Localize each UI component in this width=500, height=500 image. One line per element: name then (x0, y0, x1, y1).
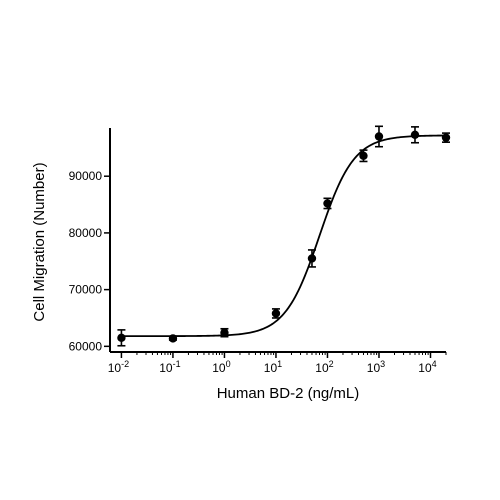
y-tick-label: 80000 (69, 226, 103, 240)
x-tick-label: 100 (212, 359, 230, 375)
data-point (441, 133, 451, 142)
data-point (168, 334, 178, 343)
x-axis-ticks: 10-2 10-1 100 101 102 103 104 (108, 352, 447, 375)
y-tick-label: 60000 (69, 339, 103, 353)
y-tick-label: 70000 (69, 283, 103, 297)
y-axis-label: Cell Migration (Number) (31, 162, 48, 321)
x-tick-label: 104 (418, 359, 436, 375)
data-point (307, 254, 317, 263)
data-point (410, 130, 420, 140)
x-tick-label: 10-2 (108, 359, 129, 375)
x-tick-label: 10-1 (159, 359, 180, 375)
fit-curve (121, 134, 447, 338)
data-point (359, 151, 368, 160)
x-tick-label: 103 (367, 359, 385, 375)
x-axis-label: Human BD-2 (ng/mL) (217, 385, 360, 402)
x-tick-label: 101 (264, 359, 282, 375)
data-point (323, 199, 332, 208)
data-point (271, 309, 281, 318)
data-point (374, 132, 384, 141)
data-point (117, 333, 126, 343)
data-points (117, 125, 451, 347)
x-tick-label: 102 (315, 359, 333, 375)
y-tick-label: 90000 (69, 169, 103, 183)
y-axis-ticks: 60000 70000 80000 90000 (69, 169, 110, 353)
axes (109, 128, 446, 353)
data-point (220, 328, 229, 337)
